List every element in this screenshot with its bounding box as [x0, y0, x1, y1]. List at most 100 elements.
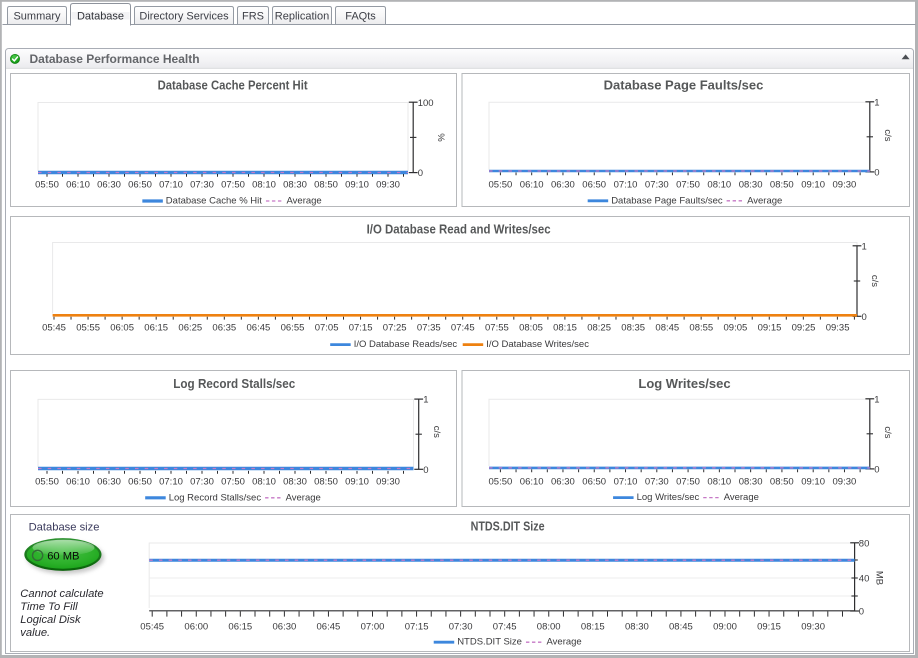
svg-text:value.: value. — [20, 627, 50, 639]
svg-text:06:55: 06:55 — [281, 323, 305, 334]
svg-text:08:50: 08:50 — [314, 180, 338, 191]
svg-text:I/O Database Writes/sec: I/O Database Writes/sec — [486, 339, 589, 350]
svg-text:80: 80 — [859, 538, 870, 549]
svg-text:07:30: 07:30 — [645, 180, 669, 191]
svg-text:06:30: 06:30 — [97, 477, 121, 488]
svg-text:07:05: 07:05 — [315, 323, 339, 334]
svg-text:1: 1 — [874, 97, 879, 108]
svg-text:NTDS.DIT Size: NTDS.DIT Size — [471, 519, 545, 534]
svg-text:08:30: 08:30 — [739, 477, 763, 488]
svg-text:05:50: 05:50 — [489, 477, 513, 488]
svg-text:Log Record Stalls/sec: Log Record Stalls/sec — [169, 492, 262, 503]
svg-text:0: 0 — [874, 465, 879, 476]
svg-text:06:50: 06:50 — [128, 180, 152, 191]
svg-text:Summary: Summary — [13, 11, 61, 23]
svg-text:09:30: 09:30 — [833, 477, 857, 488]
svg-text:%: % — [435, 133, 446, 142]
svg-text:06:30: 06:30 — [551, 180, 575, 191]
svg-text:07:00: 07:00 — [361, 622, 385, 633]
svg-text:06:10: 06:10 — [520, 180, 544, 191]
svg-text:07:10: 07:10 — [614, 180, 638, 191]
svg-text:08:55: 08:55 — [689, 323, 713, 334]
svg-text:09:30: 09:30 — [833, 180, 857, 191]
svg-text:08:15: 08:15 — [581, 622, 605, 633]
svg-text:0: 0 — [874, 168, 879, 179]
svg-text:08:00: 08:00 — [537, 622, 561, 633]
svg-text:09:10: 09:10 — [801, 180, 825, 191]
svg-text:I/O Database Read and Writes/s: I/O Database Read and Writes/sec — [367, 222, 551, 237]
svg-text:09:30: 09:30 — [801, 622, 825, 633]
svg-text:05:50: 05:50 — [35, 477, 59, 488]
svg-text:40: 40 — [859, 574, 870, 585]
svg-text:08:25: 08:25 — [587, 323, 611, 334]
svg-text:07:50: 07:50 — [676, 477, 700, 488]
svg-text:07:55: 07:55 — [485, 323, 509, 334]
svg-text:100: 100 — [418, 98, 434, 109]
svg-text:05:45: 05:45 — [42, 323, 66, 334]
svg-text:Logical Disk: Logical Disk — [20, 614, 82, 626]
svg-text:Log Writes/sec: Log Writes/sec — [638, 376, 730, 391]
svg-text:08:50: 08:50 — [314, 477, 338, 488]
svg-text:07:50: 07:50 — [221, 477, 245, 488]
svg-text:MB: MB — [873, 571, 884, 585]
svg-text:06:35: 06:35 — [212, 323, 236, 334]
svg-text:c/s: c/s — [882, 426, 893, 438]
svg-text:08:15: 08:15 — [553, 323, 577, 334]
svg-text:08:10: 08:10 — [252, 180, 276, 191]
svg-text:FRS: FRS — [242, 11, 264, 23]
svg-text:09:05: 09:05 — [724, 323, 748, 334]
svg-text:07:30: 07:30 — [645, 477, 669, 488]
svg-text:Cannot calculate: Cannot calculate — [20, 588, 103, 600]
svg-text:07:15: 07:15 — [405, 622, 429, 633]
svg-text:06:15: 06:15 — [144, 323, 168, 334]
svg-text:Replication: Replication — [275, 11, 329, 23]
svg-text:06:30: 06:30 — [97, 180, 121, 191]
svg-text:06:30: 06:30 — [551, 477, 575, 488]
svg-text:07:10: 07:10 — [159, 180, 183, 191]
svg-text:09:30: 09:30 — [376, 180, 400, 191]
svg-text:09:30: 09:30 — [376, 477, 400, 488]
svg-text:Average: Average — [747, 195, 782, 206]
svg-text:06:50: 06:50 — [582, 180, 606, 191]
svg-text:Average: Average — [287, 196, 322, 207]
svg-text:07:45: 07:45 — [493, 622, 517, 633]
svg-text:06:25: 06:25 — [178, 323, 202, 334]
svg-text:Database Page Faults/sec: Database Page Faults/sec — [611, 195, 723, 206]
svg-text:08:30: 08:30 — [739, 180, 763, 191]
svg-text:07:10: 07:10 — [159, 477, 183, 488]
svg-text:c/s: c/s — [431, 426, 442, 438]
svg-text:09:15: 09:15 — [758, 323, 782, 334]
svg-text:09:10: 09:10 — [345, 180, 369, 191]
svg-text:06:30: 06:30 — [273, 622, 297, 633]
svg-text:06:50: 06:50 — [582, 477, 606, 488]
svg-text:06:50: 06:50 — [128, 477, 152, 488]
svg-text:08:30: 08:30 — [283, 477, 307, 488]
svg-text:05:50: 05:50 — [489, 180, 513, 191]
svg-text:Database Cache % Hit: Database Cache % Hit — [166, 196, 262, 207]
svg-text:08:50: 08:50 — [770, 477, 794, 488]
svg-text:07:50: 07:50 — [221, 180, 245, 191]
svg-text:06:15: 06:15 — [228, 622, 252, 633]
svg-text:09:35: 09:35 — [826, 323, 850, 334]
svg-text:08:05: 08:05 — [519, 323, 543, 334]
svg-text:0: 0 — [862, 312, 867, 323]
svg-text:60 MB: 60 MB — [47, 551, 79, 563]
svg-text:1: 1 — [423, 395, 428, 406]
svg-text:Time To Fill: Time To Fill — [20, 601, 78, 613]
svg-text:c/s: c/s — [869, 275, 880, 287]
svg-text:06:00: 06:00 — [184, 622, 208, 633]
svg-text:Directory Services: Directory Services — [139, 11, 229, 23]
svg-text:07:30: 07:30 — [190, 477, 214, 488]
svg-text:08:30: 08:30 — [283, 180, 307, 191]
svg-text:08:50: 08:50 — [770, 180, 794, 191]
svg-text:Log Writes/sec: Log Writes/sec — [637, 492, 700, 503]
svg-text:08:30: 08:30 — [625, 622, 649, 633]
svg-text:07:25: 07:25 — [383, 323, 407, 334]
svg-text:07:15: 07:15 — [349, 323, 373, 334]
svg-text:08:10: 08:10 — [707, 477, 731, 488]
svg-text:05:50: 05:50 — [35, 180, 59, 191]
svg-text:0: 0 — [859, 607, 864, 618]
svg-text:09:00: 09:00 — [713, 622, 737, 633]
svg-text:Database Page Faults/sec: Database Page Faults/sec — [604, 78, 764, 93]
svg-text:08:10: 08:10 — [707, 180, 731, 191]
